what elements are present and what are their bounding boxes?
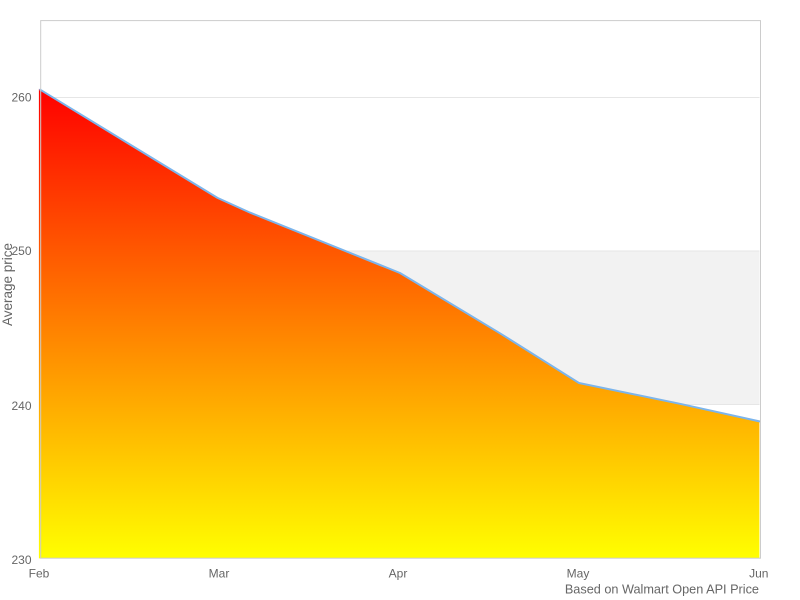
svg-text:Based on Walmart Open API Pric: Based on Walmart Open API Price [565, 582, 759, 596]
svg-text:Average price: Average price [0, 243, 15, 326]
svg-text:240: 240 [11, 399, 31, 413]
svg-text:May: May [567, 567, 590, 581]
svg-text:Apr: Apr [389, 567, 408, 581]
svg-text:Jun: Jun [749, 567, 768, 581]
svg-text:Mar: Mar [209, 567, 230, 581]
svg-text:230: 230 [11, 553, 31, 567]
svg-text:260: 260 [11, 91, 31, 105]
svg-text:Feb: Feb [29, 567, 50, 581]
svg-text:250: 250 [11, 244, 31, 258]
